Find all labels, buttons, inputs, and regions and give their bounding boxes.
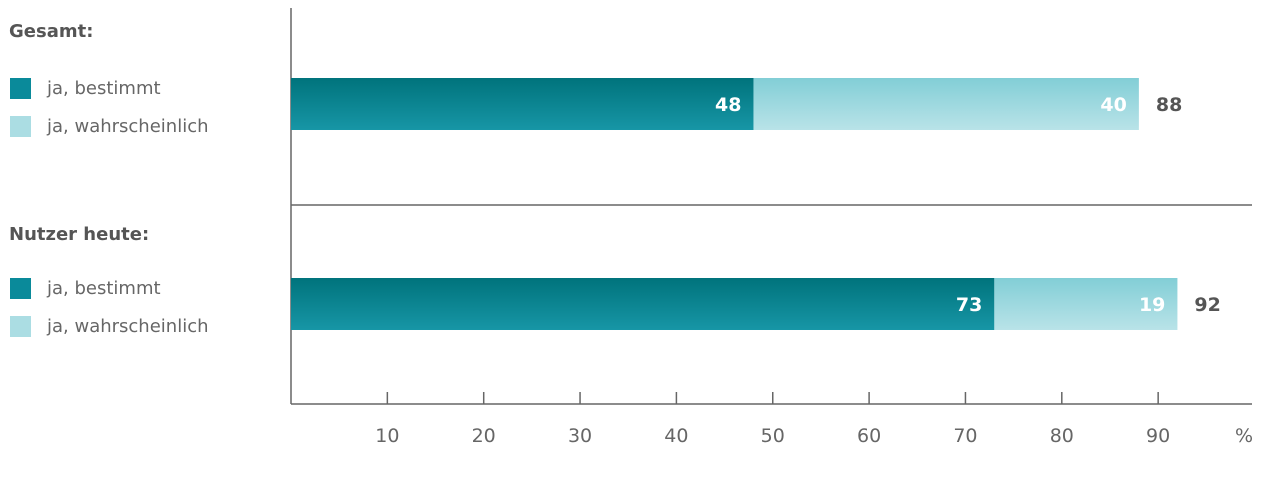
bar-value-label: 73 <box>956 294 982 316</box>
group-title-gesamt: Gesamt: <box>9 21 94 42</box>
legend-item-wahrscheinlich: ja, wahrscheinlich <box>10 316 209 337</box>
bar-value-label: 48 <box>715 94 741 116</box>
x-tick-label: 40 <box>664 425 688 447</box>
legend-swatch-bestimmt <box>10 78 31 99</box>
bar-value-label: 40 <box>1100 94 1126 116</box>
x-axis-unit: % <box>1235 425 1253 447</box>
x-tick-label: 20 <box>472 425 496 447</box>
legend-label-wahrscheinlich: ja, wahrscheinlich <box>47 316 209 337</box>
bar-segment <box>753 78 1139 130</box>
bar-segment <box>291 278 995 330</box>
bar-total-label: 88 <box>1156 94 1182 116</box>
legend-item-bestimmt: ja, bestimmt <box>10 78 161 99</box>
group-title-nutzer-heute: Nutzer heute: <box>9 224 150 245</box>
x-tick-label: 50 <box>761 425 785 447</box>
bar-value-label: 19 <box>1139 294 1165 316</box>
legend-label-bestimmt: ja, bestimmt <box>47 278 161 299</box>
legend-swatch-bestimmt <box>10 278 31 299</box>
x-tick-label: 90 <box>1146 425 1170 447</box>
legend-swatch-wahrscheinlich <box>10 116 31 137</box>
legend-swatch-wahrscheinlich <box>10 316 31 337</box>
x-tick-label: 10 <box>375 425 399 447</box>
legend-label-bestimmt: ja, bestimmt <box>47 78 161 99</box>
legend-item-wahrscheinlich: ja, wahrscheinlich <box>10 116 209 137</box>
x-tick-label: 60 <box>857 425 881 447</box>
bar-total-label: 92 <box>1194 294 1220 316</box>
bar-segment <box>994 278 1178 330</box>
bar-segment <box>291 78 754 130</box>
x-tick-label: 30 <box>568 425 592 447</box>
legend-item-bestimmt: ja, bestimmt <box>10 278 161 299</box>
x-tick-label: 80 <box>1050 425 1074 447</box>
x-tick-label: 70 <box>953 425 977 447</box>
legend-label-wahrscheinlich: ja, wahrscheinlich <box>47 116 209 137</box>
